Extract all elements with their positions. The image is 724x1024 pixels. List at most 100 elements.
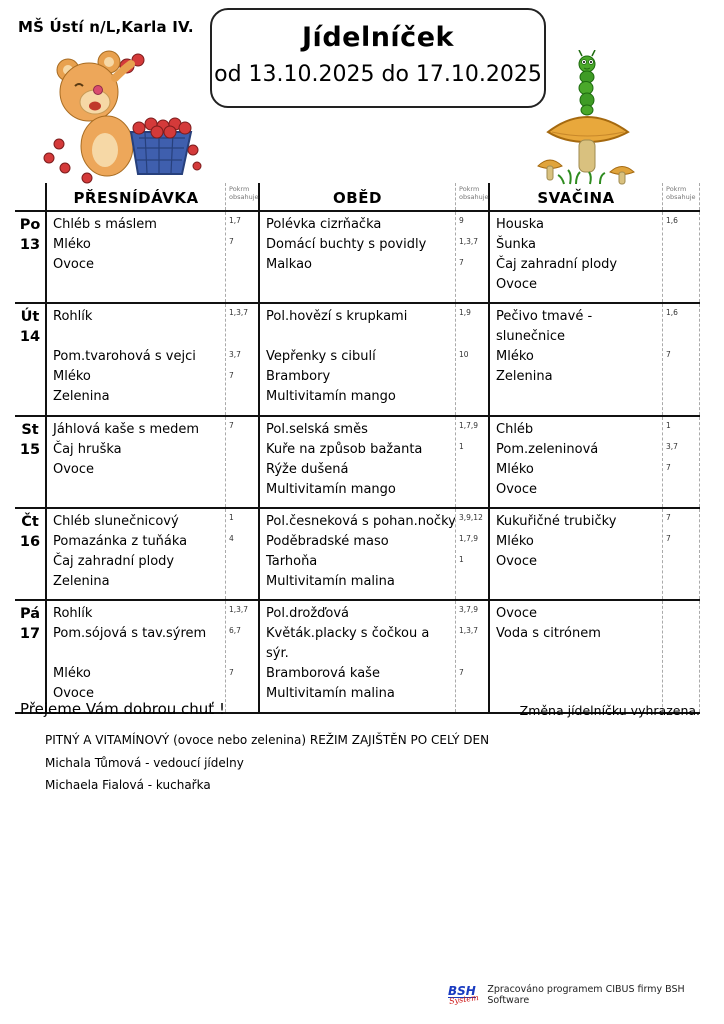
menu-item: Pomazánka z tuňáka: [53, 534, 188, 549]
allergen-value: 6,7: [229, 626, 241, 635]
allergen-value: [226, 575, 258, 596]
menu-item: Brambory: [266, 369, 331, 384]
allergen-value: 7: [229, 668, 234, 677]
menu-item: Domácí buchty s povidly: [266, 237, 427, 252]
allergen-cell: 1,7,9 1: [455, 417, 490, 507]
menu-item: Jáhlová kaše s medem: [53, 422, 200, 437]
menu-item: Zelenina: [496, 369, 553, 384]
allergen-value: 1: [666, 421, 671, 430]
menu-table: PŘESNÍDÁVKA Pokrm obsahuje OBĚD Pokrm obsah…: [15, 183, 700, 714]
menu-item: Ovoce: [496, 482, 538, 497]
menu-item: Malkao: [266, 257, 313, 272]
allergen-value: 1,7,9: [459, 534, 479, 543]
allergen-value: 1,3,7: [459, 626, 479, 635]
allergen-value: [456, 278, 488, 299]
allergen-cell: [662, 601, 700, 712]
allergen-value: [663, 391, 699, 412]
allergen-value: [226, 257, 258, 278]
day-cell: Pá 17: [15, 601, 47, 712]
menu-item: Houska: [496, 217, 545, 232]
menu-item: Mléko: [496, 534, 534, 549]
day-number: 17: [19, 626, 41, 642]
menu-item: Čaj hruška: [53, 442, 122, 457]
menu-cell: Chléb Pom.zeleninová Mléko Ovoce: [490, 417, 662, 507]
school-name: MŠ Ústí n/L,Karla IV.: [18, 18, 194, 36]
allergen-value: [456, 688, 488, 709]
change-note: Změna jídelníčku vyhrazena.: [519, 703, 700, 718]
allergen-value: 1: [459, 442, 464, 451]
menu-item: [260, 275, 455, 295]
footer-wish: Přejeme Vám dobrou chuť !: [20, 700, 225, 718]
allergen-value: [456, 483, 488, 504]
allergen-cell: 1,7 7: [225, 212, 260, 302]
menu-item: [47, 275, 225, 295]
menu-item: Ovoce: [496, 554, 538, 569]
allergen-value: 1: [459, 555, 464, 564]
allergen-value: [456, 391, 488, 412]
allergen-value: [663, 236, 699, 257]
caterpillar-mushroom-illustration: [537, 50, 635, 185]
day-number: 13: [19, 237, 41, 253]
allergen-value: [456, 646, 488, 667]
menu-cell: Kukuřičné trubičky Mléko Ovoce: [490, 509, 662, 599]
menu-item: Šunka: [496, 237, 536, 252]
menu-item: [490, 387, 662, 407]
menu-item: Bramborová kaše: [266, 666, 380, 681]
menu-item: Mléko: [496, 349, 534, 364]
allergen-value: [663, 370, 699, 391]
allergen-value: [226, 278, 258, 299]
allergen-cell: 3,9,12 1,7,9 1: [455, 509, 490, 599]
allergen-value: [456, 462, 488, 483]
day-cell: Čt 16: [15, 509, 47, 599]
menu-item: Pom.tvarohová s vejci: [53, 349, 196, 364]
menu-item: [47, 327, 225, 347]
allergen-value: 1: [229, 513, 234, 522]
menu-cell: Pol.česneková s pohan.nočky Poděbradské m…: [260, 509, 456, 599]
header-day: [15, 183, 47, 210]
allergen-cell: 1,3,7 6,7 7: [225, 601, 260, 712]
allergen-value: 1,3,7: [229, 605, 249, 614]
credit-text: Zpracováno programem CIBUS firmy BSH Sof…: [487, 984, 685, 1006]
regime-note: PITNÝ A VITAMÍNOVÝ (ovoce nebo zelenina)…: [45, 733, 490, 747]
allergen-value: [663, 328, 699, 349]
allergen-value: 1,7: [229, 216, 241, 225]
allergen-cell: 7: [225, 417, 260, 507]
allergen-value: [663, 604, 699, 625]
menu-item: [260, 327, 455, 347]
allergen-value: [226, 328, 258, 349]
allergen-value: 7: [229, 237, 234, 246]
page-title: Jídelníček: [302, 22, 454, 53]
day-cell: Po 13: [15, 212, 47, 302]
title-box: Jídelníček od 13.10.2025 do 17.10.2025: [210, 8, 546, 108]
allergen-value: 1,3,7: [229, 308, 249, 317]
menu-item: [490, 664, 662, 684]
header-allergen: Pokrm obsahuje: [662, 183, 700, 210]
menu-item: Chléb: [496, 422, 534, 437]
menu-item: Multivitamín mango: [266, 482, 396, 497]
day-abbr: Po: [19, 217, 41, 233]
allergen-value: [456, 575, 488, 596]
allergen-value: 9: [459, 216, 464, 225]
allergen-value: [226, 646, 258, 667]
menu-item: Mléko: [53, 666, 91, 681]
day-abbr: Út: [20, 309, 40, 325]
allergen-value: 3,7: [229, 350, 241, 359]
allergen-cell: 1 3,7 7: [662, 417, 700, 507]
menu-item: [490, 684, 662, 704]
menu-item: Polévka cizrňačka: [266, 217, 382, 232]
menu-item: [490, 644, 662, 664]
credit-line: BSH System Zpracováno programem CIBUS fi…: [448, 984, 724, 1006]
menu-cell: Jáhlová kaše s medem Čaj hruška Ovoce: [47, 417, 225, 507]
allergen-value: 7: [666, 350, 671, 359]
allergen-value: 7: [229, 371, 234, 380]
menu-cell: Polévka cizrňačka Domácí buchty s povidly…: [260, 212, 455, 302]
menu-table-header: PŘESNÍDÁVKA Pokrm obsahuje OBĚD Pokrm obsah…: [15, 183, 700, 212]
allergen-cell: 3,7,9 1,3,7 7: [455, 601, 490, 712]
day-number: 14: [19, 329, 41, 345]
menu-cell: Houska Šunka Čaj zahradní plody Ovoce: [490, 212, 662, 302]
menu-item: Chléb slunečnicový: [53, 514, 179, 529]
menu-item: Kuře na způsob bažanta: [266, 442, 423, 457]
allergen-value: 7: [459, 668, 464, 677]
allergen-value: [226, 688, 258, 709]
allergen-value: [663, 483, 699, 504]
